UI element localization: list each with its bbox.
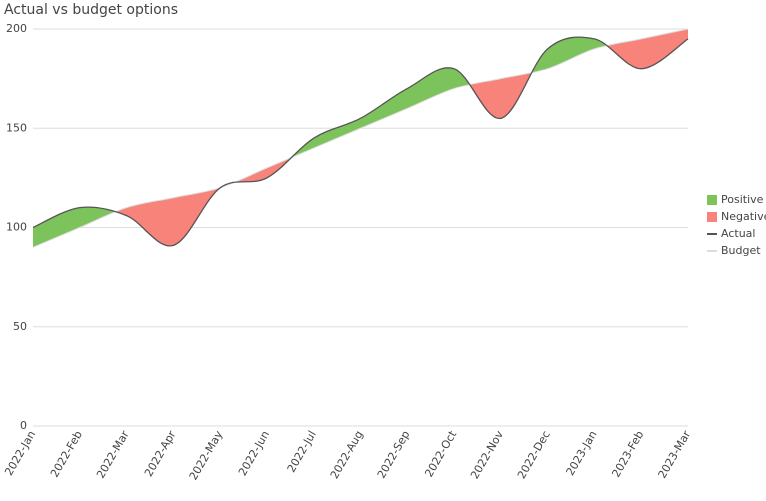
- actual-line: [32, 36, 689, 247]
- x-tick-label: 2022-Aug: [328, 429, 366, 482]
- y-tick-label: 150: [6, 121, 27, 134]
- x-tick-label: 2023-Jan: [564, 428, 600, 477]
- legend-label: Budget: [721, 244, 761, 257]
- y-tick-label: 100: [6, 221, 27, 234]
- x-tick-label: 2023-Feb: [609, 428, 646, 479]
- x-tick-label: 2022-Mar: [94, 428, 132, 481]
- y-tick-label: 0: [20, 419, 27, 432]
- x-tick-label: 2022-Apr: [142, 428, 179, 479]
- budget-line: [32, 28, 689, 248]
- negative-area: [33, 29, 688, 248]
- x-tick-label: 2022-Dec: [515, 429, 553, 482]
- x-tick-label: 2022-Jun: [236, 428, 272, 478]
- x-tick-label: 2022-Oct: [422, 428, 459, 480]
- x-tick-label: 2022-Feb: [48, 428, 85, 479]
- legend-swatch: [707, 212, 717, 222]
- x-tick-label: 2022-May: [187, 428, 226, 482]
- x-tick-label: 2022-Jan: [2, 428, 38, 477]
- legend-swatch: [707, 195, 717, 205]
- chart-title: Actual vs budget options: [4, 2, 178, 18]
- legend-label: Actual: [721, 227, 755, 240]
- legend-label: Negative: [721, 210, 766, 223]
- x-tick-label: 2023-Mar: [656, 428, 694, 481]
- legend-label: Positive: [721, 193, 764, 206]
- x-tick-label: 2022-Jul: [285, 429, 319, 475]
- y-tick-label: 50: [13, 320, 27, 333]
- x-tick-label: 2022-Nov: [468, 428, 506, 481]
- x-tick-label: 2022-Sep: [375, 428, 413, 480]
- y-tick-label: 200: [6, 22, 27, 35]
